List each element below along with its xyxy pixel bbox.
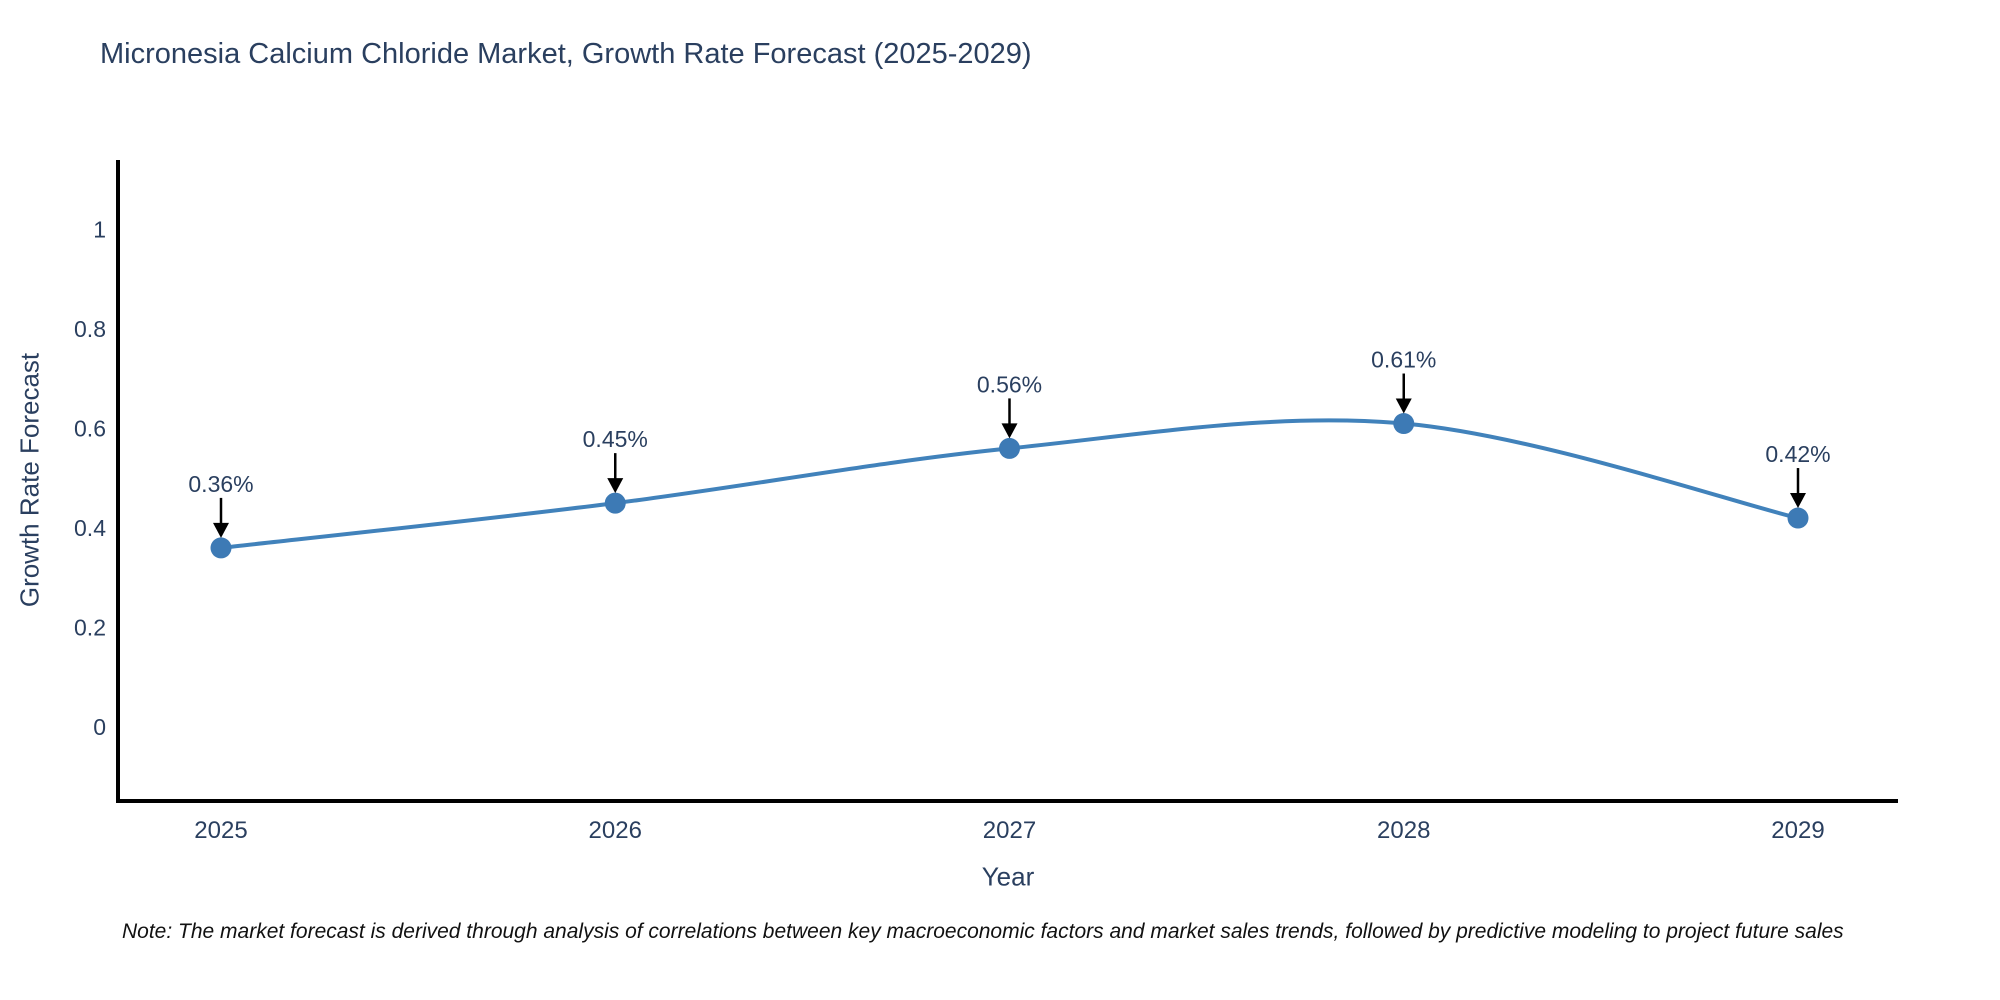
y-tick-label: 0.8	[74, 316, 106, 342]
chart-title: Micronesia Calcium Chloride Market, Grow…	[100, 38, 1032, 70]
data-point-marker-2029[interactable]	[1787, 507, 1809, 529]
x-tick-label: 2027	[983, 817, 1036, 844]
x-axis-title: Year	[981, 861, 1035, 892]
x-tick-label: 2026	[589, 817, 642, 844]
data-point-marker-2025[interactable]	[210, 537, 232, 559]
footnote: Note: The market forecast is derived thr…	[122, 920, 1844, 943]
annotation-arrow-head	[1395, 398, 1412, 414]
x-tick-label: 2028	[1377, 817, 1430, 844]
y-tick-label: 1	[93, 217, 106, 243]
point-annotation-label: 0.56%	[977, 371, 1042, 397]
point-annotation-label: 0.36%	[188, 471, 253, 497]
point-annotation-label: 0.61%	[1371, 347, 1436, 373]
y-tick-label: 0.2	[74, 615, 106, 641]
x-tick-label: 2025	[194, 817, 247, 844]
y-axis-title: Growth Rate Forecast	[14, 352, 45, 608]
annotation-arrow-head	[213, 522, 229, 538]
y-tick-label: 0.4	[74, 515, 106, 541]
point-annotation-label: 0.42%	[1765, 441, 1830, 467]
y-tick-label: 0	[93, 714, 106, 740]
x-tick-label: 2029	[1771, 817, 1824, 844]
data-point-marker-2027[interactable]	[999, 437, 1020, 459]
annotation-arrow-head	[1001, 423, 1018, 439]
annotation-arrow-head	[1790, 493, 1806, 509]
y-tick-label: 0.6	[74, 416, 106, 442]
point-annotation-label: 0.45%	[583, 426, 648, 452]
data-point-marker-2026[interactable]	[604, 492, 626, 514]
data-point-marker-2028[interactable]	[1393, 413, 1415, 435]
annotation-arrow-head	[607, 478, 624, 494]
